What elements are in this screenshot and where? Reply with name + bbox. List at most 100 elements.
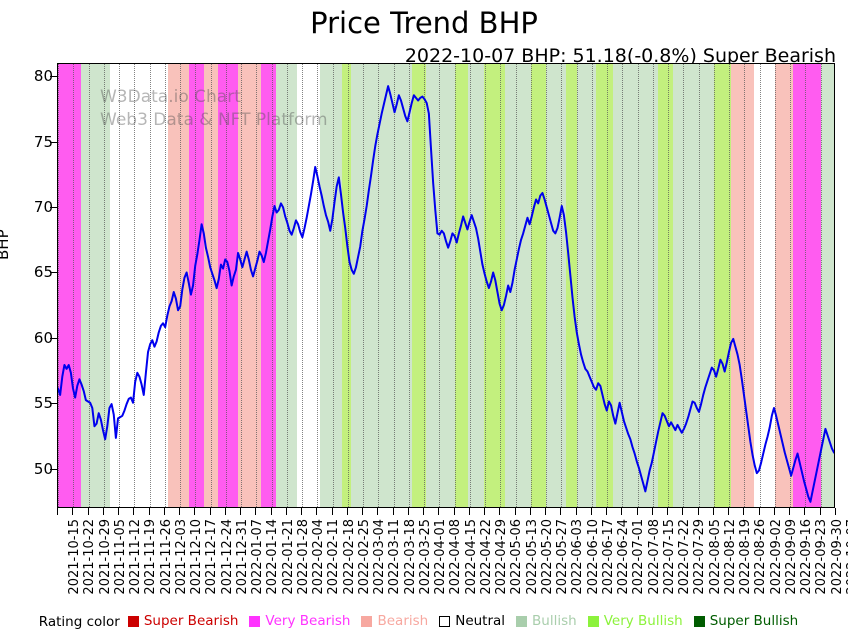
x-tick-mark — [697, 508, 699, 515]
rating-band — [713, 64, 731, 507]
x-tick-mark — [804, 508, 806, 515]
x-tick-label: 2022-05-13 — [524, 519, 540, 595]
x-tick-label: 2021-11-12 — [128, 519, 144, 595]
x-tick-label: 2022-04-01 — [433, 519, 449, 595]
x-tick-mark — [270, 508, 272, 515]
x-tick-mark — [362, 508, 364, 515]
legend: Rating color Super Bearish Very Bearish Be… — [0, 614, 848, 631]
x-tick-label: 2022-03-04 — [372, 519, 388, 595]
x-tick-mark — [301, 508, 303, 515]
legend-entry[interactable]: Very Bearish — [249, 614, 350, 628]
legend-label: Neutral — [455, 613, 506, 629]
legend-swatch — [439, 615, 451, 627]
rating-band — [341, 64, 351, 507]
x-tick-mark — [743, 508, 745, 515]
rating-band — [820, 64, 834, 507]
y-tick-label: 60 — [33, 328, 53, 347]
x-tick-label: 2022-08-12 — [722, 519, 738, 595]
x-tick-mark — [133, 508, 135, 515]
x-tick-mark — [438, 508, 440, 515]
legend-swatch — [127, 615, 139, 627]
x-tick-label: 2021-12-10 — [189, 519, 205, 595]
x-tick-label: 2022-02-18 — [341, 519, 357, 595]
legend-label: Very Bullish — [603, 613, 683, 629]
x-tick-mark — [194, 508, 196, 515]
x-tick-label: 2021-12-03 — [173, 519, 189, 595]
x-tick-label: 2022-02-11 — [326, 519, 342, 595]
y-tick-mark — [50, 337, 57, 339]
rating-band — [596, 64, 614, 507]
legend-title: Rating color — [38, 614, 120, 631]
x-tick-label: 2022-04-29 — [494, 519, 510, 595]
x-tick-label: 2022-05-20 — [539, 519, 555, 595]
x-tick-mark — [209, 508, 211, 515]
y-tick-mark — [50, 141, 57, 143]
x-tick-label: 2022-09-23 — [814, 519, 830, 595]
rating-band — [546, 64, 566, 507]
x-tick-mark — [118, 508, 120, 515]
x-tick-mark — [621, 508, 623, 515]
x-tick-mark — [346, 508, 348, 515]
price-line-svg — [58, 85, 834, 503]
legend-entry[interactable]: Super Bearish — [127, 613, 239, 629]
x-tick-mark — [423, 508, 425, 515]
y-tick-label: 55 — [33, 394, 53, 413]
chart-subtitle: 2022-10-07 BHP: 51.18(-0.8%) Super Beari… — [404, 45, 836, 67]
x-tick-label: 2021-12-31 — [234, 519, 250, 595]
x-tick-mark — [179, 508, 181, 515]
y-tick-label: 65 — [33, 263, 53, 282]
x-tick-mark — [72, 508, 74, 515]
x-tick-mark — [148, 508, 150, 515]
legend-entry-list: Super Bearish Very Bearish Bearish Neutral B… — [127, 613, 809, 631]
rating-band — [189, 64, 205, 507]
legend-entry[interactable]: Super Bullish — [693, 614, 798, 628]
legend-entry[interactable]: Very Bullish — [587, 613, 683, 629]
legend-entry[interactable]: Bullish — [516, 614, 577, 628]
x-tick-label: 2021-12-17 — [204, 519, 220, 595]
x-tick-mark — [499, 508, 501, 515]
rating-band — [468, 64, 484, 507]
x-tick-label: 2022-07-15 — [661, 519, 677, 595]
x-tick-mark — [514, 508, 516, 515]
x-tick-label: 2022-02-04 — [311, 519, 327, 595]
rating-band-layer — [58, 64, 834, 507]
x-tick-label: 2022-02-25 — [356, 519, 372, 595]
x-tick-mark — [407, 508, 409, 515]
x-tick-label: 2022-08-19 — [738, 519, 754, 595]
x-tick-mark — [667, 508, 669, 515]
x-tick-label: 2021-10-15 — [67, 519, 82, 595]
x-tick-mark — [453, 508, 455, 515]
rating-band — [411, 64, 426, 507]
x-tick-mark — [545, 508, 547, 515]
legend-entry[interactable]: Neutral — [439, 614, 505, 628]
x-tick-label: 2022-06-24 — [616, 519, 632, 595]
rating-band — [238, 64, 261, 507]
x-tick-label: 2022-01-14 — [265, 519, 281, 595]
legend-entry[interactable]: Bearish — [361, 614, 428, 628]
y-tick-mark — [50, 403, 57, 405]
legend-label: Super Bearish — [143, 613, 239, 629]
x-tick-mark — [682, 508, 684, 515]
x-tick-label: 2021-11-05 — [112, 519, 128, 595]
plot-area: W3Data.io Chart Web3 Data & NFT Platform — [57, 63, 835, 508]
x-tick-label: 2022-05-27 — [555, 519, 571, 595]
x-tick-label: 2022-01-28 — [295, 519, 311, 595]
x-tick-label: 2022-06-10 — [585, 519, 601, 595]
rating-band — [576, 64, 597, 507]
legend-swatch — [249, 615, 261, 627]
x-tick-label: 2022-01-07 — [250, 519, 266, 595]
rating-band — [218, 64, 238, 507]
x-tick-mark — [392, 508, 394, 515]
y-tick-label: 80 — [33, 67, 53, 86]
legend-swatch — [361, 615, 373, 627]
x-tick-label: 2022-04-22 — [478, 519, 494, 595]
x-tick-label: 2022-03-18 — [402, 519, 418, 595]
x-tick-label: 2022-09-30 — [829, 519, 845, 595]
x-tick-mark — [102, 508, 104, 515]
x-tick-mark — [529, 508, 531, 515]
x-tick-mark — [240, 508, 242, 515]
rating-band — [80, 64, 110, 507]
legend-label: Bearish — [377, 613, 429, 629]
x-tick-mark — [224, 508, 226, 515]
